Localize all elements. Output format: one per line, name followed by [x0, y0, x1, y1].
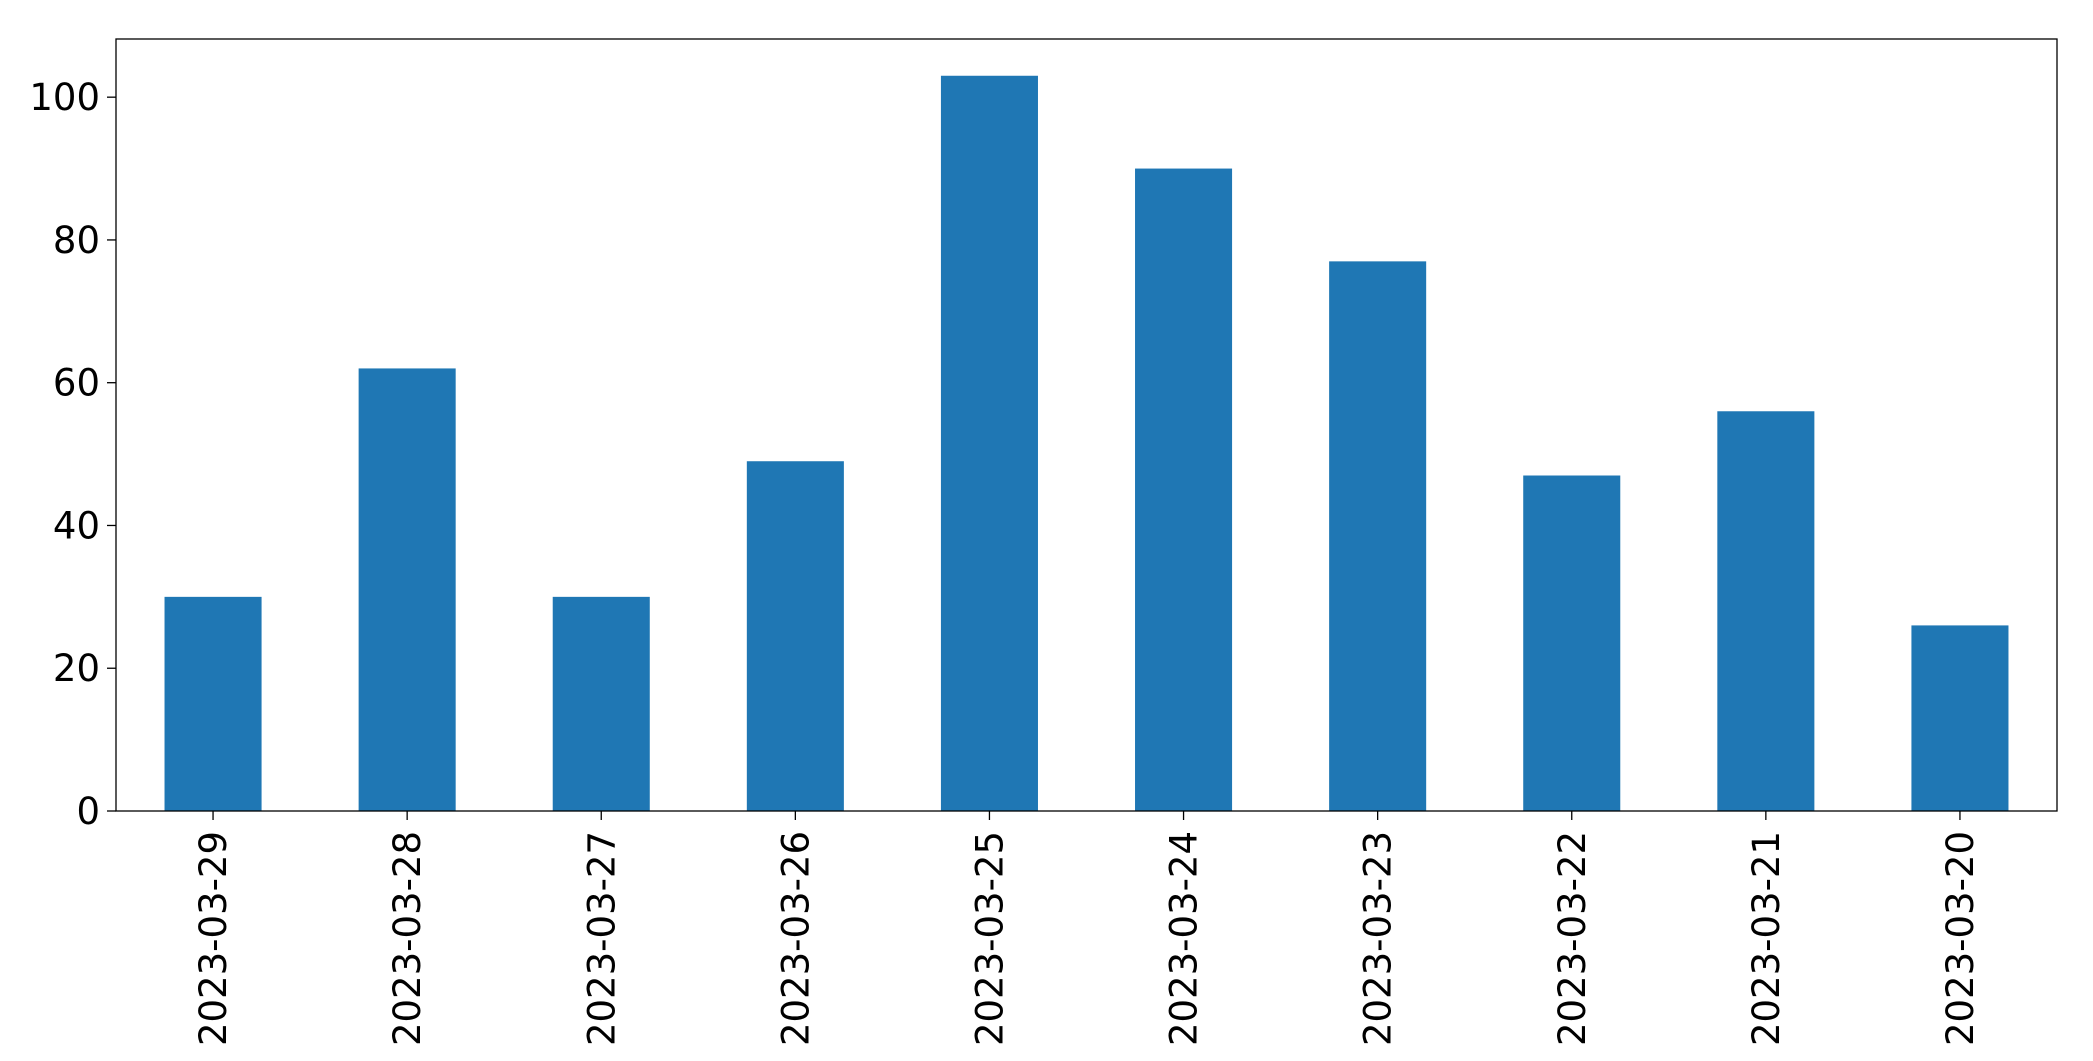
x-tick-label: 2023-03-22	[1551, 831, 1594, 1046]
y-tick-label: 40	[53, 504, 100, 547]
y-tick-label: 80	[53, 219, 100, 262]
bar-2023-03-20	[1911, 625, 2009, 811]
bar-2023-03-23	[1329, 261, 1427, 812]
bar-2023-03-27	[552, 596, 650, 811]
x-tick-label: 2023-03-25	[968, 831, 1011, 1046]
x-tick-label: 2023-03-28	[386, 831, 429, 1046]
bar-2023-03-22	[1523, 475, 1621, 811]
bar-2023-03-29	[164, 596, 262, 811]
x-axis: 2023-03-29 2023-03-28 2023-03-27 2023-03-26…	[192, 811, 1982, 1046]
bar-2023-03-28	[358, 368, 456, 811]
y-tick-label: 0	[76, 790, 100, 833]
x-tick-label: 2023-03-29	[192, 831, 235, 1046]
x-tick-label: 2023-03-23	[1357, 831, 1400, 1046]
y-tick-label: 60	[53, 362, 100, 405]
x-tick-label: 2023-03-24	[1163, 831, 1206, 1046]
bars-group	[164, 75, 2009, 812]
y-axis: 0 20 40 60 80 100	[29, 76, 116, 833]
y-tick-label: 20	[53, 647, 100, 690]
bar-2023-03-25	[940, 75, 1038, 811]
bar-2023-03-24	[1135, 168, 1233, 811]
x-tick-label: 2023-03-20	[1939, 831, 1982, 1046]
x-tick-label: 2023-03-26	[774, 831, 817, 1046]
x-tick-label: 2023-03-27	[580, 831, 623, 1046]
plot-frame	[115, 38, 2058, 812]
y-tick-label: 100	[29, 76, 100, 119]
bar-2023-03-21	[1717, 411, 1815, 811]
x-tick-label: 2023-03-21	[1745, 831, 1788, 1046]
bar-2023-03-26	[746, 461, 844, 811]
